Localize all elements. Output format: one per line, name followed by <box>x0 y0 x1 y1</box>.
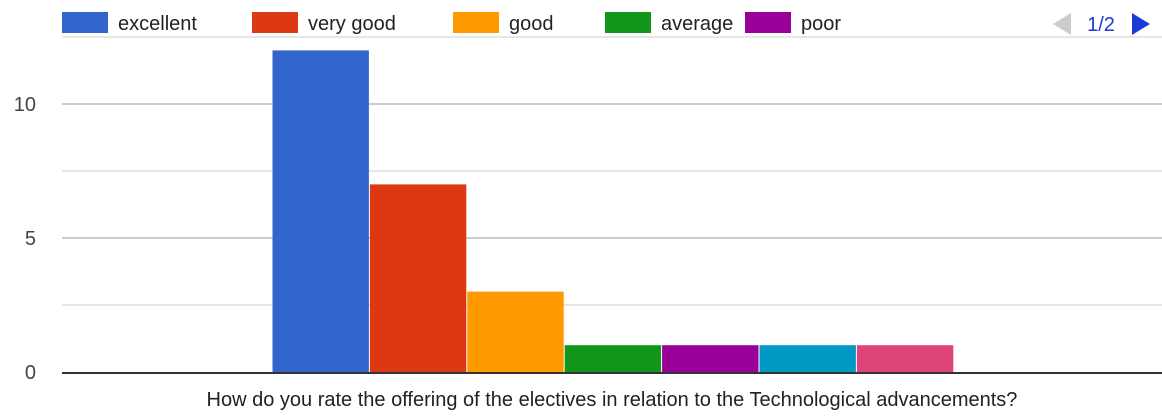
legend-swatch-average <box>605 12 651 33</box>
triangle-right-icon[interactable] <box>1132 13 1150 35</box>
bars <box>272 50 954 373</box>
legend-label-excellent: excellent <box>118 13 197 35</box>
y-axis-ticks: 0 5 10 <box>14 94 36 384</box>
legend-swatch-very-good <box>252 12 298 33</box>
bar-series-7 <box>856 345 954 372</box>
legend-swatch-poor <box>745 12 791 33</box>
legend-swatch-good <box>453 12 499 33</box>
legend-label-poor: poor <box>801 13 841 35</box>
legend-swatch-excellent <box>62 12 108 33</box>
legend-pager: 1/2 <box>1053 13 1150 36</box>
y-tick-label: 10 <box>14 94 36 116</box>
legend-label-average: average <box>661 13 733 35</box>
legend: excellent very good good average poor <box>62 12 841 35</box>
x-axis-category-label: How do you rate the offering of the elec… <box>207 389 1018 411</box>
legend-label-very-good: very good <box>308 13 396 35</box>
y-tick-label: 5 <box>25 228 36 250</box>
legend-page-indicator: 1/2 <box>1087 14 1115 36</box>
grid-lines <box>62 36 1162 306</box>
y-tick-label: 0 <box>25 362 36 384</box>
bar-excellent <box>272 50 369 373</box>
bar-series-6 <box>759 345 856 372</box>
bar-poor <box>662 345 759 372</box>
triangle-left-icon[interactable] <box>1053 13 1071 35</box>
bar-good <box>467 291 564 372</box>
legend-label-good: good <box>509 13 554 35</box>
bar-average <box>564 345 662 372</box>
bar-very-good <box>369 184 467 372</box>
